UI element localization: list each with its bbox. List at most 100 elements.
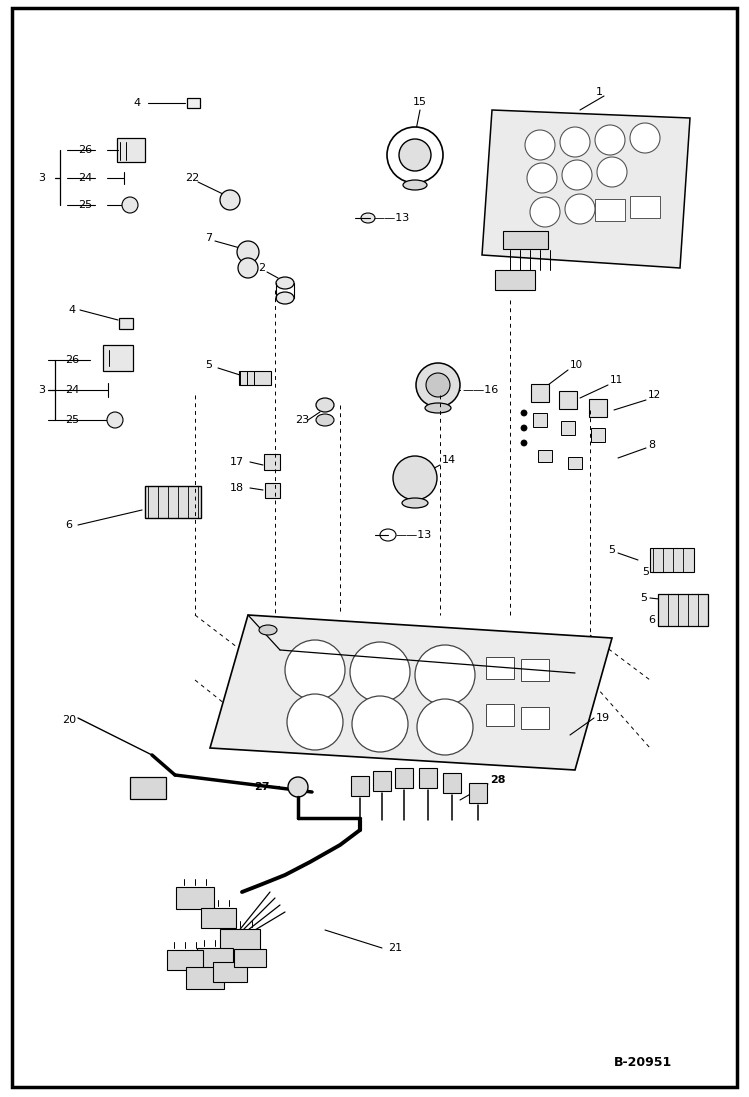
Circle shape (527, 163, 557, 193)
Text: 5: 5 (205, 360, 212, 370)
Bar (486, 704, 514, 726)
Text: 24: 24 (65, 385, 79, 395)
Bar (650, 548, 694, 572)
Ellipse shape (316, 414, 334, 426)
Bar (373, 771, 391, 791)
Circle shape (565, 194, 595, 224)
Bar (591, 428, 605, 442)
Bar (495, 270, 535, 290)
Bar (533, 412, 547, 427)
Text: 24: 24 (78, 173, 92, 183)
Circle shape (426, 373, 450, 397)
Text: 22: 22 (185, 173, 199, 183)
Circle shape (562, 160, 592, 190)
Circle shape (521, 425, 527, 431)
Bar (419, 768, 437, 788)
Ellipse shape (316, 398, 334, 412)
Ellipse shape (259, 625, 277, 635)
Bar (486, 657, 514, 679)
Bar (239, 371, 271, 385)
Bar (395, 768, 413, 788)
Circle shape (352, 695, 408, 753)
Circle shape (417, 699, 473, 755)
Ellipse shape (380, 529, 396, 541)
Text: 4: 4 (68, 305, 75, 315)
Text: 5: 5 (642, 567, 649, 577)
Text: 19: 19 (596, 713, 610, 723)
Bar (589, 399, 607, 417)
Text: 8: 8 (648, 440, 655, 450)
Bar (559, 391, 577, 409)
Bar (503, 231, 548, 249)
Bar (130, 777, 166, 799)
Bar (561, 421, 575, 436)
Circle shape (521, 440, 527, 446)
Bar (220, 929, 260, 951)
Text: 1: 1 (596, 87, 603, 97)
Text: 7: 7 (205, 233, 212, 244)
Circle shape (237, 241, 259, 263)
Text: 28: 28 (490, 774, 506, 785)
Circle shape (415, 645, 475, 705)
Bar (521, 706, 549, 730)
Bar (568, 457, 582, 470)
Bar (658, 593, 708, 626)
Text: 21: 21 (388, 943, 402, 953)
Bar (234, 949, 266, 966)
Bar (264, 454, 280, 470)
Circle shape (630, 123, 660, 152)
Text: 12: 12 (648, 391, 661, 400)
Bar (176, 887, 214, 909)
Text: 3: 3 (38, 385, 46, 395)
Bar (469, 783, 487, 803)
Text: 17: 17 (230, 457, 244, 467)
Bar (119, 317, 133, 328)
Circle shape (387, 127, 443, 183)
Circle shape (416, 363, 460, 407)
Text: 5: 5 (640, 593, 647, 603)
Bar (264, 483, 279, 498)
Bar (197, 948, 233, 968)
Ellipse shape (425, 403, 451, 412)
Text: B-20951: B-20951 (613, 1055, 672, 1068)
Circle shape (597, 157, 627, 186)
Text: 10: 10 (570, 360, 583, 370)
Circle shape (238, 258, 258, 278)
Circle shape (107, 412, 123, 428)
Text: 2: 2 (258, 263, 265, 273)
Bar (187, 98, 199, 108)
Circle shape (521, 410, 527, 416)
Bar (117, 138, 145, 162)
Text: 25: 25 (78, 200, 92, 210)
Bar (201, 908, 235, 928)
Bar (145, 486, 201, 518)
Circle shape (350, 642, 410, 702)
Bar (521, 659, 549, 681)
Text: 11: 11 (610, 375, 623, 385)
Circle shape (525, 131, 555, 160)
Circle shape (285, 640, 345, 700)
Circle shape (595, 125, 625, 155)
Bar (595, 199, 625, 220)
Circle shape (287, 694, 343, 750)
Bar (167, 950, 203, 970)
Text: 27—: 27— (254, 782, 281, 792)
Ellipse shape (276, 278, 294, 289)
Circle shape (122, 197, 138, 213)
Text: 4: 4 (133, 98, 140, 108)
Bar (186, 966, 224, 989)
Text: 25: 25 (65, 415, 79, 425)
Text: 26: 26 (65, 355, 79, 365)
Circle shape (220, 190, 240, 210)
Bar (443, 773, 461, 793)
Text: 26: 26 (78, 145, 92, 155)
Text: 3: 3 (38, 173, 46, 183)
Text: 14: 14 (442, 455, 456, 465)
Bar (351, 776, 369, 796)
Bar (630, 196, 660, 218)
Circle shape (560, 127, 590, 157)
Text: 6: 6 (65, 520, 72, 530)
Text: 18: 18 (230, 483, 244, 493)
Ellipse shape (276, 292, 294, 304)
Ellipse shape (403, 180, 427, 190)
